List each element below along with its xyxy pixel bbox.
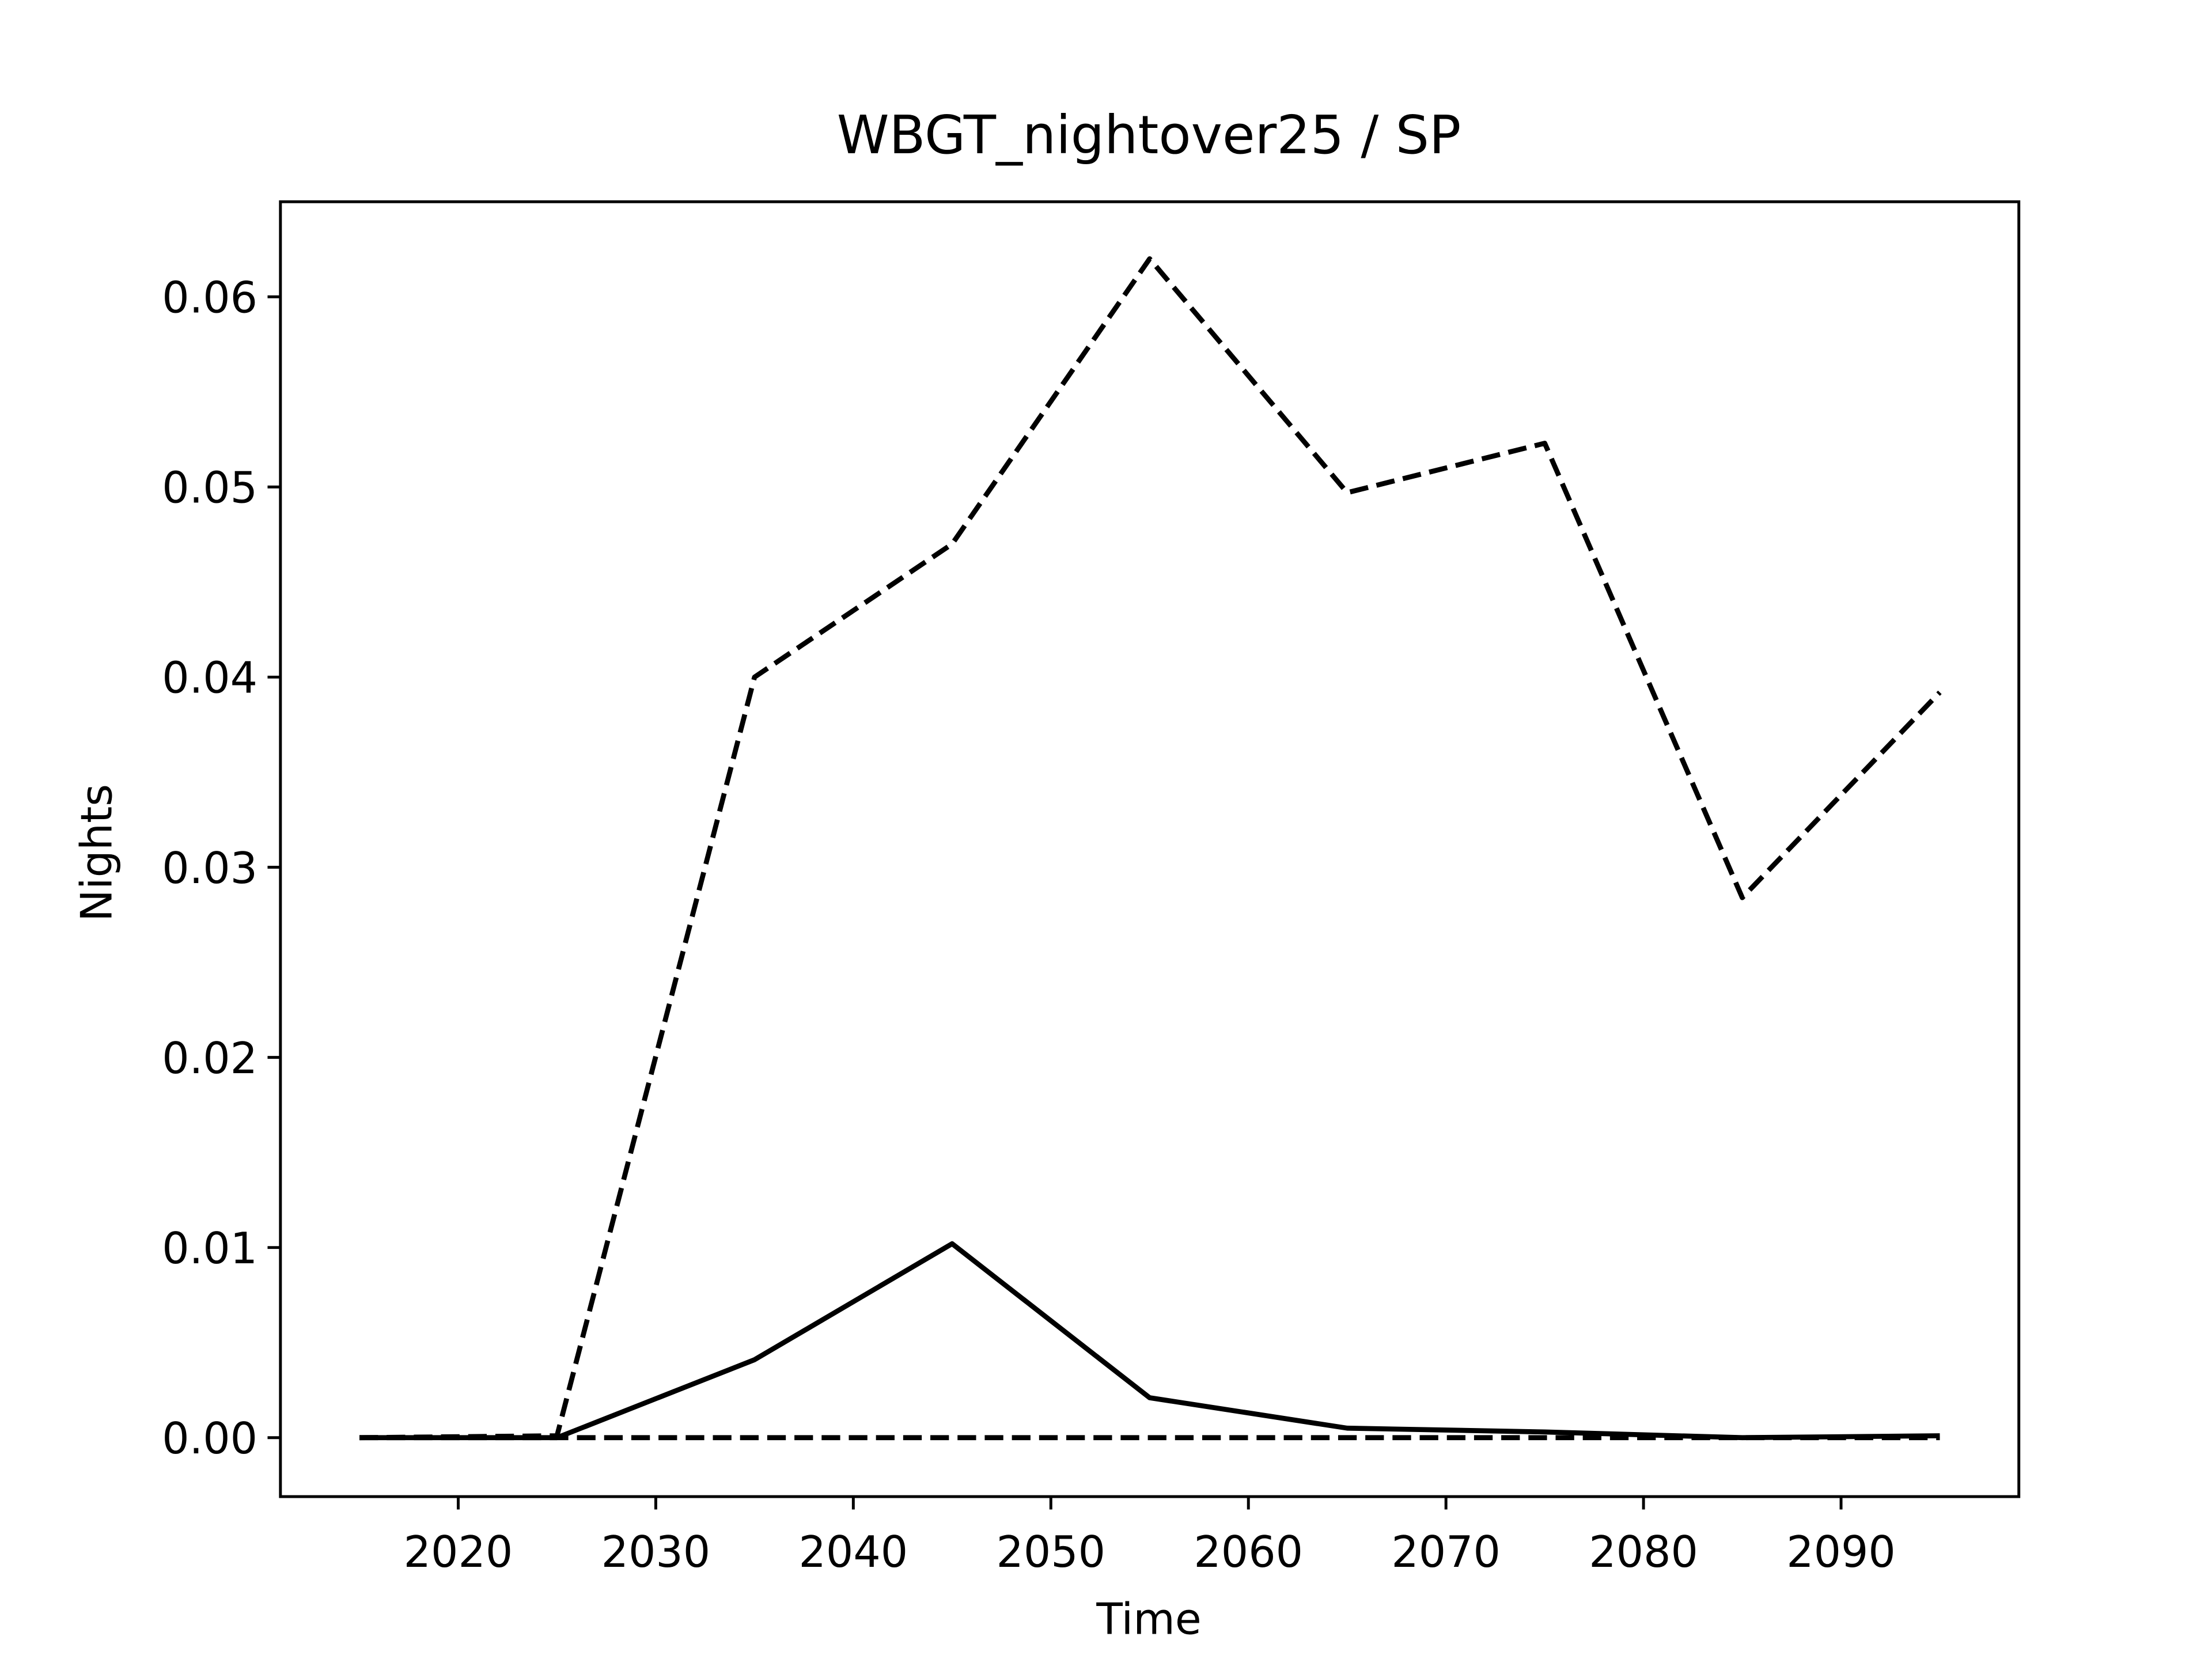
x-tick-label: 2050 — [996, 1527, 1105, 1577]
y-tick-label: 0.03 — [162, 843, 257, 893]
x-tick-label: 2080 — [1589, 1527, 1698, 1577]
x-axis-label: Time — [1096, 1594, 1201, 1645]
x-tick-label: 2030 — [601, 1527, 711, 1577]
x-tick-label: 2070 — [1391, 1527, 1501, 1577]
y-tick-label: 0.00 — [162, 1414, 257, 1464]
y-tick-label: 0.05 — [162, 463, 257, 513]
y-tick-label: 0.02 — [162, 1033, 257, 1084]
plot-frame — [279, 200, 2021, 1498]
x-tick-label: 2040 — [799, 1527, 908, 1577]
x-tick-label: 2020 — [404, 1527, 513, 1577]
y-tick-label: 0.01 — [162, 1224, 257, 1274]
y-tick-label: 0.06 — [162, 273, 257, 323]
x-tick-label: 2060 — [1194, 1527, 1303, 1577]
x-tick-label: 2090 — [1786, 1527, 1896, 1577]
y-axis-label: Nights — [72, 784, 122, 922]
chart-title: WBGT_nightover25 / SP — [837, 104, 1461, 166]
y-tick-label: 0.04 — [162, 653, 257, 703]
data-line — [359, 256, 1942, 1441]
